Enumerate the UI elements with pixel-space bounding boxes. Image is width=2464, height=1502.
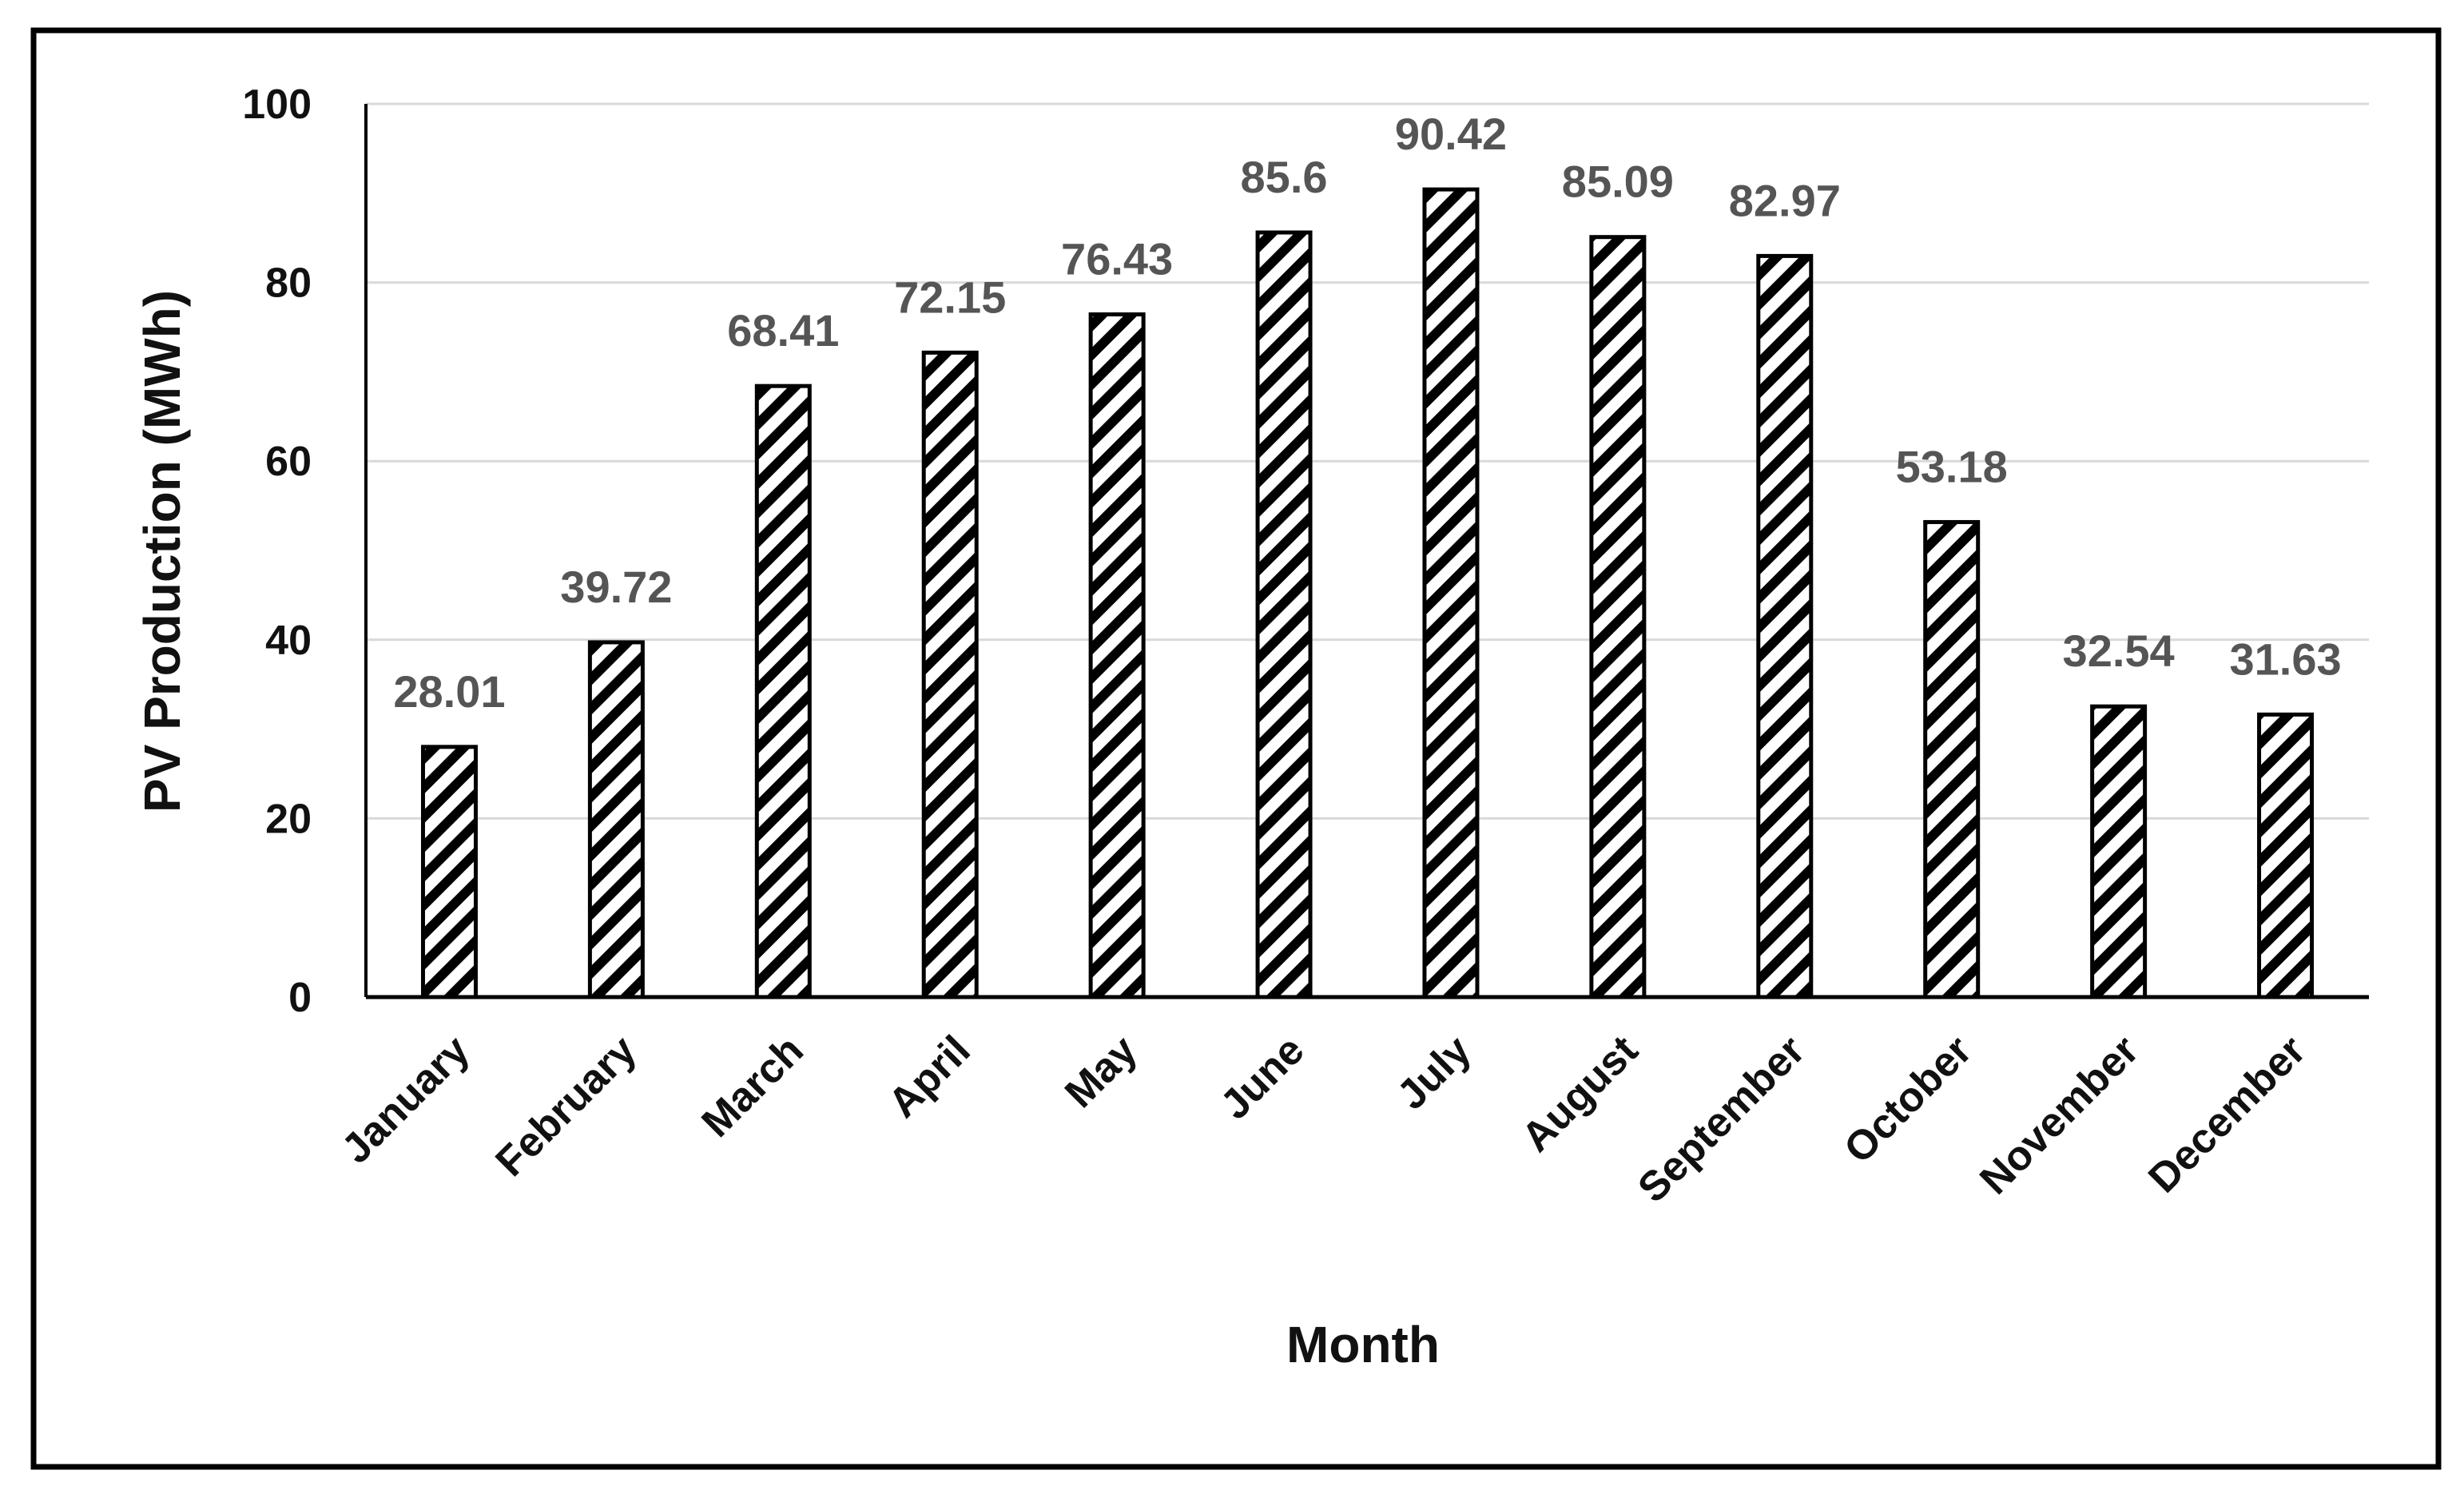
data-label: 72.15	[894, 272, 1006, 322]
y-tick-label: 20	[265, 796, 312, 842]
x-axis-title: Month	[1286, 1316, 1440, 1373]
bar	[2257, 712, 2315, 999]
data-label: 39.72	[560, 562, 672, 612]
y-axis-tick-labels: 0 20 40 60 80 100	[242, 81, 312, 1021]
bar	[1589, 235, 1647, 999]
data-label: 90.42	[1395, 109, 1507, 159]
bar	[1255, 230, 1313, 999]
data-label: 68.41	[727, 305, 839, 356]
bar	[2090, 704, 2148, 999]
bar	[420, 745, 478, 999]
data-label: 85.6	[1241, 152, 1328, 202]
bar	[1756, 253, 1814, 999]
y-axis-title: PV Production (MWh)	[133, 290, 191, 813]
data-label: 28.01	[393, 666, 505, 717]
y-tick-label: 0	[288, 975, 312, 1021]
y-tick-label: 60	[265, 439, 312, 485]
data-labels: 28.01 39.72 68.41 72.15 76.43 85.6 90.42 85.09 8…	[393, 109, 2341, 717]
chart-frame	[30, 27, 2442, 1470]
bar	[754, 383, 812, 999]
y-tick-label: 100	[242, 81, 312, 128]
data-label: 32.54	[2063, 626, 2175, 676]
data-label: 85.09	[1562, 157, 1674, 207]
data-label: 53.18	[1896, 441, 2008, 491]
data-label: 82.97	[1729, 175, 1841, 225]
y-tick-label: 40	[265, 618, 312, 664]
bar	[1422, 187, 1480, 999]
data-label: 31.63	[2229, 634, 2341, 684]
gridlines	[366, 102, 2369, 820]
bar	[1923, 519, 1981, 999]
data-label: 76.43	[1061, 234, 1173, 284]
bar	[1088, 312, 1146, 999]
axes	[364, 104, 2369, 999]
y-tick-label: 80	[265, 260, 312, 307]
bars	[420, 187, 2315, 999]
bar	[921, 350, 979, 999]
bar	[587, 640, 645, 999]
